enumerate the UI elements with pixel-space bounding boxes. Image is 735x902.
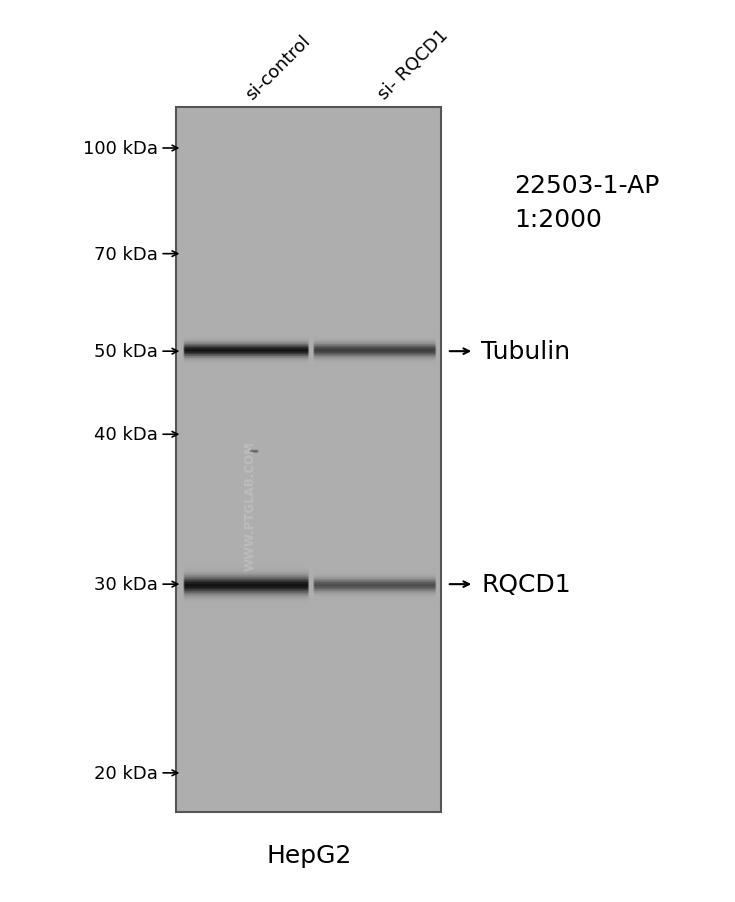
Text: WWW.PTGLAB.COM: WWW.PTGLAB.COM <box>244 440 257 570</box>
Text: si- RQCD1: si- RQCD1 <box>375 27 452 104</box>
Text: 70 kDa: 70 kDa <box>94 245 158 263</box>
Text: 100 kDa: 100 kDa <box>83 140 158 158</box>
Text: HepG2: HepG2 <box>266 843 351 868</box>
Text: si-control: si-control <box>243 32 315 104</box>
Text: 22503-1-AP
1:2000: 22503-1-AP 1:2000 <box>514 174 660 232</box>
Text: 30 kDa: 30 kDa <box>94 575 158 594</box>
Text: 20 kDa: 20 kDa <box>94 764 158 782</box>
Text: 40 kDa: 40 kDa <box>94 426 158 444</box>
Text: 50 kDa: 50 kDa <box>94 343 158 361</box>
Text: Tubulin: Tubulin <box>481 340 570 364</box>
Text: RQCD1: RQCD1 <box>481 573 571 596</box>
